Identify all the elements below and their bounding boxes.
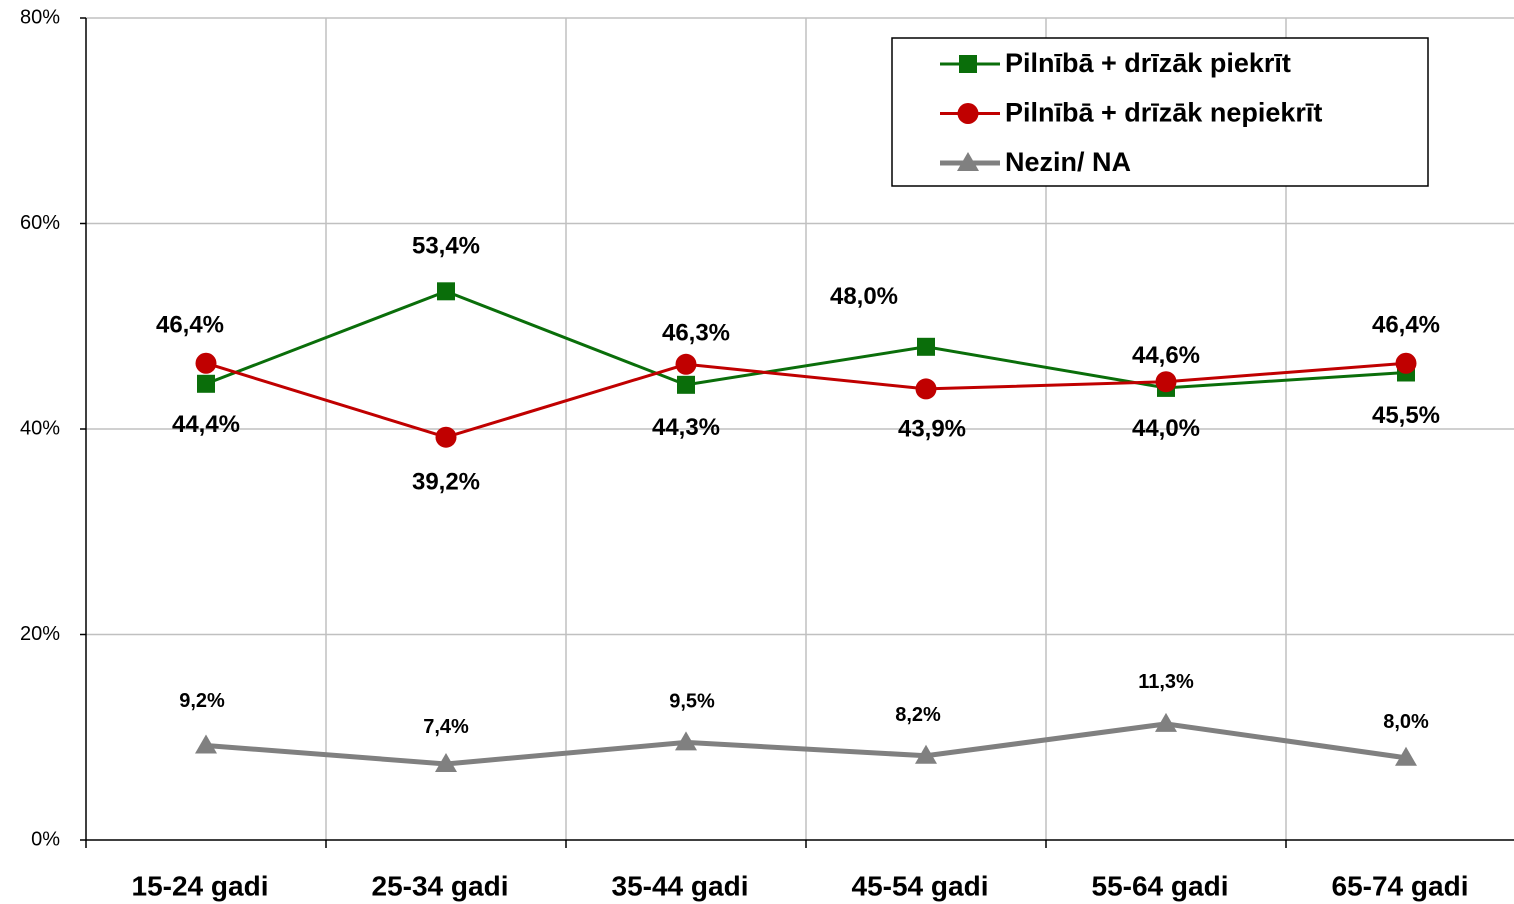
legend-label: Pilnībā + drīzāk piekrīt — [1005, 48, 1291, 78]
data-label: 46,4% — [156, 312, 224, 339]
point-marker — [1155, 712, 1177, 732]
data-label: 44,4% — [172, 411, 240, 438]
x-tick-label: 55-64 gadi — [1092, 870, 1229, 901]
data-label: 7,4% — [423, 716, 469, 738]
data-label: 44,6% — [1132, 342, 1200, 369]
data-label: 48,0% — [830, 283, 898, 310]
legend-marker — [957, 103, 979, 124]
y-tick-label: 20% — [20, 623, 60, 645]
data-label: 44,3% — [652, 414, 720, 441]
point-marker — [195, 734, 217, 754]
point-marker — [195, 352, 217, 374]
data-label: 45,5% — [1372, 402, 1440, 429]
data-label: 9,5% — [669, 691, 715, 713]
y-tick-label: 0% — [31, 828, 60, 850]
data-label: 8,0% — [1383, 711, 1429, 733]
point-marker — [437, 282, 455, 301]
data-label: 43,9% — [898, 415, 966, 442]
y-tick-label: 60% — [20, 212, 60, 234]
point-marker — [917, 337, 935, 356]
data-label: 44,0% — [1132, 415, 1200, 442]
data-label: 46,3% — [662, 320, 730, 347]
series-line — [205, 289, 1407, 390]
point-marker — [197, 374, 215, 393]
legend-marker — [957, 152, 979, 171]
data-label: 11,3% — [1138, 671, 1194, 693]
point-marker — [915, 378, 937, 400]
y-tick-label: 40% — [20, 417, 60, 439]
x-tick-label: 65-74 gadi — [1332, 870, 1469, 901]
point-marker — [435, 426, 457, 448]
point-marker — [1155, 371, 1177, 393]
point-marker — [677, 375, 695, 394]
legend-marker — [959, 55, 977, 73]
point-marker — [1395, 352, 1417, 374]
x-tick-label: 35-44 gadi — [612, 870, 749, 901]
x-tick-label: 15-24 gadi — [132, 870, 269, 901]
data-label: 9,2% — [179, 690, 225, 712]
x-tick-label: 45-54 gadi — [852, 870, 989, 901]
point-marker — [915, 744, 937, 764]
data-label: 39,2% — [412, 469, 480, 496]
data-label: 46,4% — [1372, 312, 1440, 339]
point-marker — [675, 731, 697, 751]
y-tick-label: 80% — [20, 6, 60, 28]
series-line — [205, 721, 1407, 767]
legend-label: Nezin/ NA — [1005, 147, 1131, 177]
data-label: 53,4% — [412, 233, 480, 260]
data-label: 8,2% — [895, 704, 941, 726]
point-marker — [675, 353, 697, 375]
point-marker — [1395, 746, 1417, 766]
x-tick-label: 25-34 gadi — [372, 870, 509, 901]
legend-label: Pilnībā + drīzāk nepiekrīt — [1005, 98, 1322, 128]
point-marker — [435, 752, 457, 772]
series-line — [205, 361, 1407, 439]
